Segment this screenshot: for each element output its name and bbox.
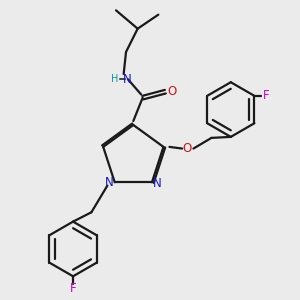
Text: N: N bbox=[123, 73, 132, 86]
Text: F: F bbox=[263, 89, 270, 102]
Text: F: F bbox=[70, 283, 76, 296]
Text: N: N bbox=[153, 178, 161, 190]
Text: H: H bbox=[111, 74, 118, 84]
Text: O: O bbox=[167, 85, 177, 98]
Text: N: N bbox=[105, 176, 114, 189]
Text: O: O bbox=[183, 142, 192, 155]
